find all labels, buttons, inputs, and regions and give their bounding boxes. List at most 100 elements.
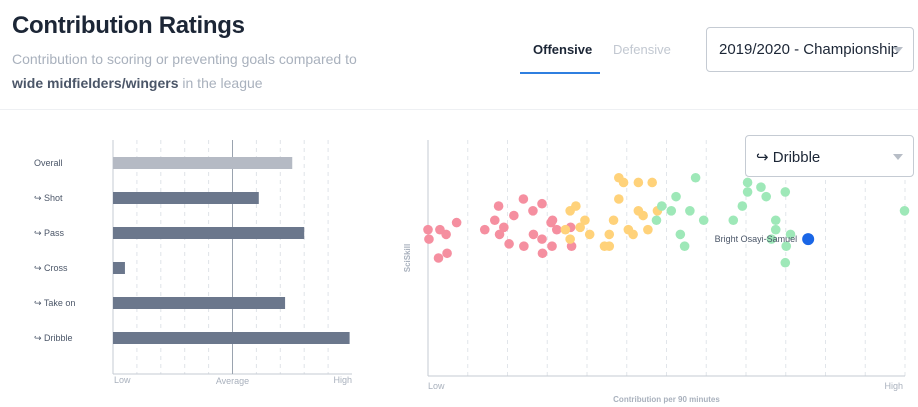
- scatter-point[interactable]: [604, 229, 615, 240]
- scatter-point[interactable]: [638, 210, 648, 221]
- scatter-point[interactable]: [551, 224, 562, 235]
- scatter-point[interactable]: [770, 224, 781, 235]
- contribution-scatter-chart: Bright Osayi-Samuel SciSkill Low High Contri…: [403, 140, 910, 404]
- scatter-point[interactable]: [604, 241, 615, 251]
- scatter-point[interactable]: [479, 224, 490, 235]
- bar-label: Overall: [34, 158, 63, 168]
- metric-select-value: ↪ Dribble: [756, 149, 821, 166]
- scatter-point[interactable]: [899, 206, 910, 216]
- chevron-down-icon: [893, 154, 903, 160]
- rating-bar: [113, 297, 286, 309]
- scatter-point[interactable]: [560, 224, 571, 235]
- bar-label: ↪ Dribble: [34, 333, 73, 343]
- subtitle-text: Contribution to scoring or preventing go…: [12, 51, 357, 67]
- scatter-point[interactable]: [509, 210, 519, 221]
- scatter-point[interactable]: [742, 177, 753, 188]
- scatter-point[interactable]: [770, 215, 781, 226]
- scatter-point[interactable]: [518, 194, 529, 204]
- axis-low-label: Low: [114, 375, 131, 385]
- bar-label: ↪ Pass: [34, 228, 65, 238]
- scatter-point[interactable]: [679, 241, 690, 251]
- bar-label: ↪ Shot: [34, 193, 63, 203]
- scatter-point[interactable]: [580, 215, 590, 226]
- scatter-point[interactable]: [728, 215, 739, 226]
- scatter-point[interactable]: [565, 206, 575, 216]
- scatter-point[interactable]: [442, 248, 452, 259]
- scatter-point[interactable]: [494, 229, 505, 240]
- scatter-point[interactable]: [643, 224, 653, 235]
- scatter-point[interactable]: [785, 229, 796, 240]
- scatter-point[interactable]: [628, 229, 638, 240]
- scatter-point[interactable]: [780, 257, 791, 268]
- scatter-point[interactable]: [504, 239, 514, 249]
- subtitle-suffix: in the league: [182, 75, 263, 91]
- scatter-point[interactable]: [435, 224, 445, 235]
- scatter-point[interactable]: [761, 191, 771, 202]
- scatter-point[interactable]: [742, 187, 753, 197]
- scatter-point[interactable]: [528, 206, 538, 216]
- x-axis-label: Contribution per 90 minutes: [613, 395, 720, 404]
- x-axis-high-label: High: [884, 381, 903, 391]
- scatter-point[interactable]: [537, 234, 547, 244]
- scatter-point[interactable]: [671, 191, 681, 202]
- scatter-point[interactable]: [608, 215, 619, 226]
- rating-bar: [113, 262, 125, 274]
- page-subtitle: Contribution to scoring or preventing go…: [12, 47, 402, 95]
- scatter-point[interactable]: [493, 201, 504, 211]
- season-select[interactable]: 2019/2020 - Championship: [706, 27, 914, 72]
- chevron-down-icon: [893, 47, 903, 53]
- scatter-point[interactable]: [647, 177, 657, 188]
- scatter-point[interactable]: [547, 215, 558, 226]
- scatter-point[interactable]: [780, 187, 791, 197]
- scatter-point[interactable]: [499, 222, 509, 233]
- scatter-point[interactable]: [433, 253, 444, 263]
- highlight-player-label: Bright Osayi-Samuel: [715, 234, 798, 244]
- metric-select[interactable]: ↪ Dribble: [745, 135, 914, 177]
- scatter-point[interactable]: [698, 215, 709, 226]
- scatter-point[interactable]: [519, 241, 529, 251]
- rating-bar: [113, 227, 305, 239]
- scatter-point[interactable]: [666, 206, 677, 216]
- rating-bar: [113, 157, 293, 169]
- scatter-point[interactable]: [547, 241, 557, 251]
- bar-label: ↪ Cross: [34, 263, 68, 273]
- tab-defensive[interactable]: Defensive: [613, 42, 671, 57]
- tab-offensive[interactable]: Offensive: [533, 42, 593, 57]
- rating-bar: [113, 192, 259, 204]
- scatter-point[interactable]: [451, 217, 462, 228]
- scatter-point[interactable]: [690, 172, 701, 183]
- scatter-point[interactable]: [675, 229, 686, 240]
- axis-average-label: Average: [216, 376, 249, 386]
- page-title: Contribution Ratings: [12, 12, 245, 39]
- scatter-point[interactable]: [756, 182, 766, 192]
- scatter-point[interactable]: [737, 201, 748, 211]
- active-tab-indicator: [520, 72, 600, 74]
- scatter-point[interactable]: [423, 224, 433, 235]
- scatter-point[interactable]: [537, 248, 548, 259]
- scatter-point[interactable]: [575, 222, 585, 233]
- scatter-point[interactable]: [685, 206, 695, 216]
- scatter-point[interactable]: [614, 194, 624, 204]
- header-divider: [0, 109, 918, 110]
- x-axis-low-label: Low: [428, 381, 445, 391]
- scatter-point[interactable]: [424, 234, 434, 244]
- scatter-point[interactable]: [633, 177, 644, 188]
- scatter-point[interactable]: [528, 229, 539, 240]
- rating-bar-chart: Overall ↪ Shot ↪ Pass ↪ Cross ↪ Take on ↪ Dri…: [34, 140, 352, 386]
- axis-high-label: High: [333, 375, 352, 385]
- bar-label: ↪ Take on: [34, 298, 75, 308]
- season-select-value: 2019/2020 - Championship: [719, 41, 900, 58]
- scatter-point[interactable]: [614, 172, 624, 183]
- scatter-point[interactable]: [656, 201, 667, 211]
- highlight-player-point[interactable]: [802, 233, 815, 246]
- scatter-point[interactable]: [489, 215, 500, 226]
- scatter-point[interactable]: [651, 215, 662, 226]
- scatter-point[interactable]: [766, 234, 777, 244]
- rating-bar: [113, 332, 350, 344]
- scatter-point[interactable]: [565, 234, 575, 244]
- subtitle-position-group: wide midfielders/wingers: [12, 75, 179, 91]
- y-axis-label: SciSkill: [403, 244, 412, 272]
- scatter-point[interactable]: [584, 229, 595, 240]
- scatter-point[interactable]: [537, 198, 547, 209]
- scatter-point[interactable]: [781, 241, 792, 251]
